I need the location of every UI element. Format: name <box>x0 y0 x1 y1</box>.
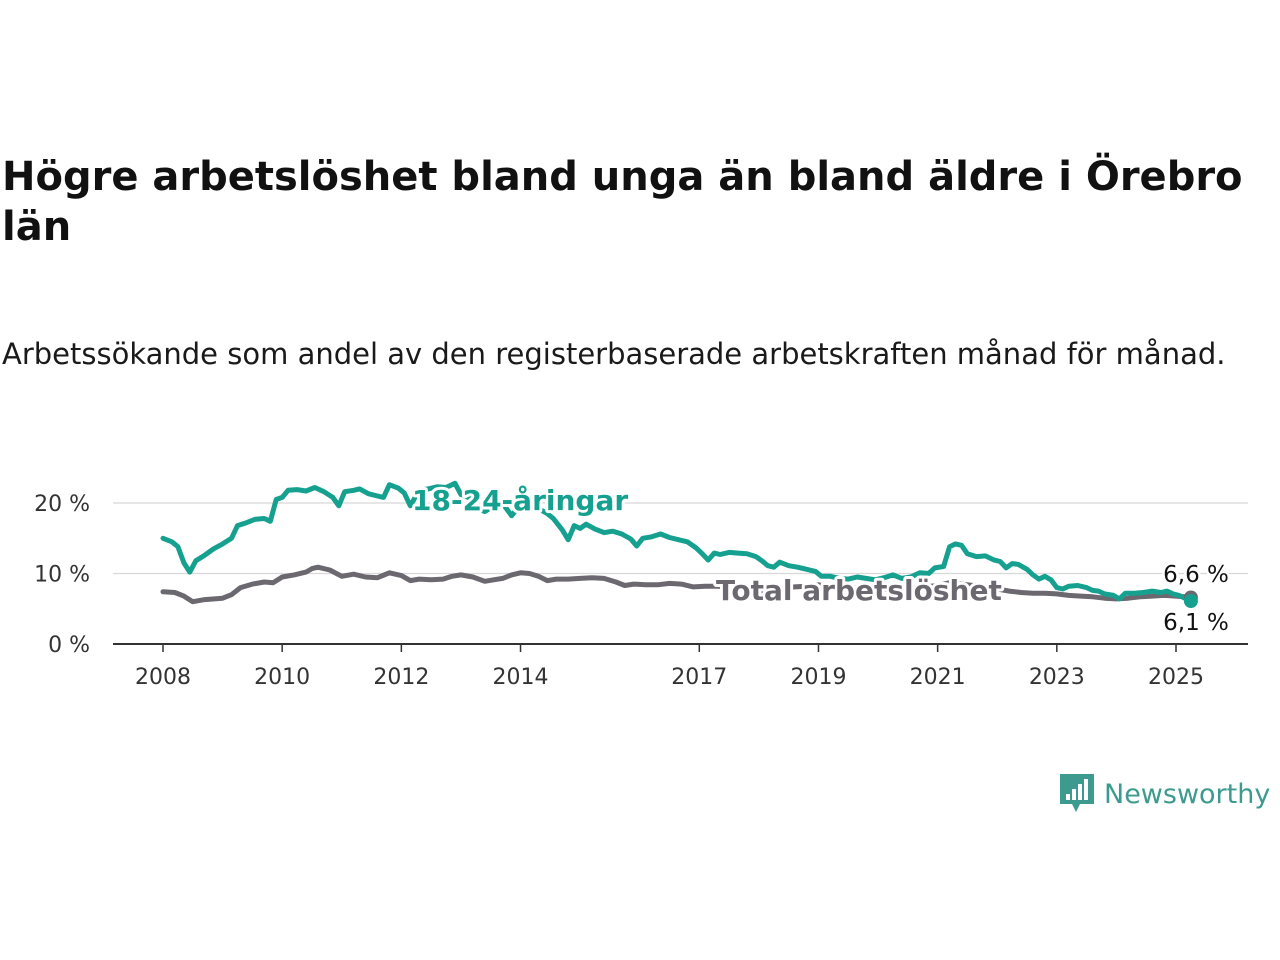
y-tick-label: 0 % <box>48 633 90 658</box>
x-tick-label: 2021 <box>910 665 966 690</box>
y-tick-label: 20 % <box>34 492 90 517</box>
x-tick-label: 2014 <box>493 665 549 690</box>
series-label-youth: 18-24-åringar <box>412 484 628 517</box>
x-tick-label: 2010 <box>254 665 310 690</box>
newsworthy-logo-icon <box>1060 774 1094 812</box>
x-tick-label: 2017 <box>671 665 727 690</box>
y-tick-label: 10 % <box>34 563 90 588</box>
end-marker-youth <box>1183 593 1198 608</box>
series-line-total <box>160 564 1194 605</box>
brand-name: Newsworthy <box>1104 778 1271 810</box>
chart-subtitle: Arbetssökande som andel av den registerb… <box>2 337 1226 371</box>
x-tick-label: 2025 <box>1148 665 1204 690</box>
series-line-youth <box>160 480 1194 604</box>
x-tick-label: 2012 <box>373 665 429 690</box>
end-label-youth: 6,1 % <box>1163 610 1229 636</box>
newsworthy-brand: Newsworthy <box>1058 772 1270 816</box>
series-label-total: Total arbetslöshet <box>716 574 1002 607</box>
x-tick-label: 2019 <box>790 665 846 690</box>
line-chart: 0 % 10 % 20 % 2008 2010 2012 2014 2017 2019 2021 2… <box>34 480 1248 690</box>
end-label-total: 6,6 % <box>1163 562 1229 588</box>
x-tick-label: 2023 <box>1029 665 1085 690</box>
chart-title: Högre arbetslöshet bland unga än bland ä… <box>2 154 1243 250</box>
x-tick-label: 2008 <box>135 665 191 690</box>
